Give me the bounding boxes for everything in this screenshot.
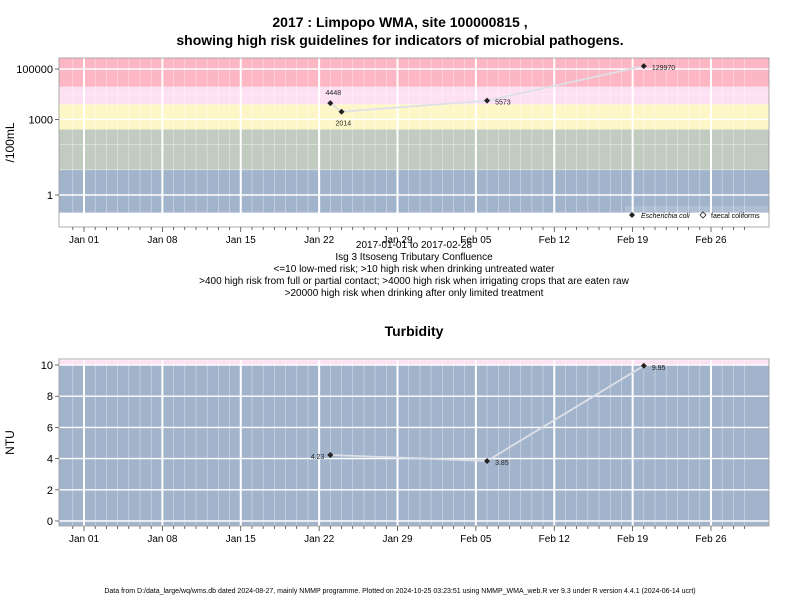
x-tick-label: Jan 01	[69, 534, 99, 545]
caption-date-range: 2017-01-01 to 2017-02-28	[355, 240, 473, 251]
risk-band	[59, 129, 769, 170]
y-tick-label: 100000	[16, 64, 53, 76]
legend-marker-ecoli	[629, 212, 635, 218]
x-tick-label: Feb 05	[460, 534, 492, 545]
x-tick-label: Feb 12	[539, 235, 571, 246]
y-tick-label: 4	[47, 454, 53, 466]
risk-band	[59, 360, 769, 365]
panel-title: Turbidity	[385, 323, 444, 339]
plot-border	[58, 57, 770, 228]
x-tick-label: Feb 12	[539, 534, 571, 545]
risk-band	[59, 104, 769, 130]
y-tick-label: 1	[47, 190, 53, 202]
caption-guideline-1: <=10 low-med risk; >10 high risk when dr…	[273, 264, 555, 275]
y-axis-label: NTU	[3, 430, 17, 455]
caption-site: Isg 3 Itsoseng Tributary Confluence	[335, 252, 493, 263]
data-point	[640, 63, 647, 70]
x-tick-label: Jan 15	[226, 534, 256, 545]
x-tick-label: Jan 22	[304, 235, 334, 246]
footer-note: Data from D:/data_large/wq/wms.db dated …	[104, 588, 696, 595]
chart-title-line1: 2017 : Limpopo WMA, site 100000815 ,	[272, 14, 528, 30]
x-tick-label: Feb 05	[460, 235, 492, 246]
y-tick-label: 8	[47, 391, 53, 403]
series-line	[329, 65, 645, 113]
data-point	[338, 108, 345, 115]
x-tick-label: Jan 08	[147, 534, 177, 545]
x-tick-label: Jan 29	[382, 235, 412, 246]
data-point	[327, 452, 334, 459]
data-label: 5573	[495, 100, 511, 107]
data-label: 4.23	[311, 454, 325, 461]
risk-band	[59, 58, 769, 87]
x-tick-label: Jan 29	[382, 534, 412, 545]
risk-band	[59, 86, 769, 105]
caption-guideline-2: >400 high risk from full or partial cont…	[199, 276, 629, 287]
data-label: 4448	[326, 90, 342, 97]
risk-band	[59, 365, 769, 526]
data-point	[327, 100, 334, 107]
data-point	[484, 457, 491, 464]
data-point	[484, 97, 491, 104]
legend-marker-faecal	[699, 211, 707, 219]
y-tick-label: 1000	[29, 114, 53, 126]
risk-band	[59, 169, 769, 213]
caption-guideline-3: >20000 high risk when drinking after onl…	[284, 288, 544, 299]
x-tick-label: Feb 19	[617, 534, 649, 545]
y-tick-label: 10	[41, 360, 53, 372]
y-tick-label: 2	[47, 485, 53, 497]
x-tick-label: Jan 22	[304, 534, 334, 545]
x-tick-label: Feb 26	[695, 235, 727, 246]
y-tick-label: 6	[47, 422, 53, 434]
data-label: 3.85	[495, 460, 509, 467]
data-label: 9.95	[652, 365, 666, 372]
x-tick-label: Jan 08	[147, 235, 177, 246]
data-label: 2014	[336, 121, 352, 128]
x-tick-label: Feb 19	[617, 235, 649, 246]
legend-entry-ecoli: Escherichia coli	[641, 213, 690, 220]
data-point	[640, 362, 647, 369]
x-tick-label: Jan 01	[69, 235, 99, 246]
data-label: 129970	[652, 65, 675, 72]
chart-title-line2: showing high risk guidelines for indicat…	[176, 32, 624, 48]
x-tick-label: Jan 15	[226, 235, 256, 246]
plot-border	[58, 358, 770, 527]
x-tick-label: Feb 26	[695, 534, 727, 545]
y-axis-label: /100mL	[3, 122, 17, 162]
y-tick-label: 0	[47, 516, 53, 528]
legend-entry-faecal: faecal coliforms	[711, 213, 760, 220]
legend-box	[625, 206, 768, 225]
